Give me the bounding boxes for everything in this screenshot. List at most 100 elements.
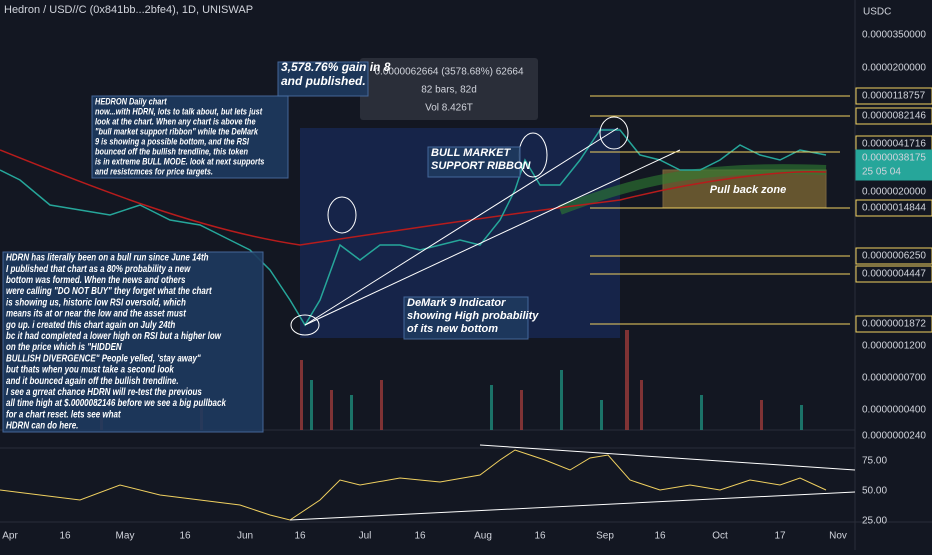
time-label: May: [116, 531, 135, 542]
time-label: 16: [294, 531, 306, 542]
price-label-box: [855, 315, 932, 333]
price-label: 0.0000020000: [862, 187, 926, 198]
rsi-trendline: [479, 444, 856, 471]
trendlines: [304, 127, 840, 326]
tooltip: [360, 58, 538, 120]
story-note-line: but thats when you must take a second lo…: [6, 364, 175, 375]
currency: USDC: [863, 7, 891, 18]
moving-average: [0, 149, 827, 246]
daily-note-line: bounced off the bullish trendline, this …: [95, 147, 248, 157]
story-note-line: bc it had completed a lower high on RSI …: [6, 330, 222, 341]
tooltip-bars: 82 bars, 82d: [421, 85, 477, 96]
price-label: 0.0000200000: [862, 63, 926, 74]
daily-note-line: now...with HDRN, lots to talk about, but…: [95, 107, 263, 117]
price-label: 0.0000001200: [862, 341, 926, 352]
story-note: HDRN has literally been on a bull run si…: [5, 252, 227, 431]
price-label: 0.0000350000: [862, 30, 926, 41]
price-label: 0.0000038175: [862, 153, 926, 164]
volume-bars-up: [310, 370, 803, 430]
story-note-line: bottom was formed. When the news and oth…: [6, 274, 185, 285]
story-note-line: were calling "DO NOT BUY" they forget wh…: [6, 285, 213, 296]
rsi-label: 75.00: [862, 456, 887, 467]
demark-note-box: [403, 296, 529, 340]
price-label: 0.0000006250: [862, 251, 926, 262]
story-note-line: and it bounced again off the bullish tre…: [6, 375, 179, 386]
story-note-line: I see a grreat chance HDRN will re-test …: [6, 386, 202, 397]
price-label: 0.0000000400: [862, 405, 926, 416]
story-note-line: means its at or near the low and the ass…: [6, 308, 187, 319]
price-label: 0.0000000240: [862, 431, 926, 442]
price-label-box: [855, 163, 932, 181]
rsi-trendline: [289, 491, 856, 521]
price-label: 25 05 04: [862, 167, 901, 178]
time-label: Sep: [596, 531, 614, 542]
ribbon-note-box: [427, 146, 521, 178]
level-lines: [590, 95, 850, 325]
daily-note-line: is in extreme BULL MODE. look at next su…: [95, 157, 265, 167]
time-label: 16: [534, 531, 546, 542]
time-label: 17: [774, 531, 786, 542]
price-label-box: [855, 107, 932, 125]
price-label: 0.0000118757: [862, 91, 926, 102]
time-label: 16: [59, 531, 71, 542]
time-label: Apr: [2, 531, 18, 542]
price-line: [0, 129, 827, 327]
price-label: 0.0000082146: [862, 111, 926, 122]
time-label: 16: [179, 531, 191, 542]
time-label: 16: [654, 531, 666, 542]
story-note-line: is showing us, historic low RSI oversold…: [6, 297, 186, 308]
story-note-line: BULLISH DIVERGENCE" People yelled, 'stay…: [6, 353, 201, 364]
gain-note-box: [277, 61, 369, 97]
story-note-line: go up. i created this chart again on Jul…: [5, 319, 176, 330]
time-label: Oct: [712, 531, 728, 542]
time-label: Jul: [359, 531, 372, 542]
price-label: 0.0000014844: [862, 203, 926, 214]
daily-note-line: HEDRON Daily chart: [95, 97, 168, 107]
rsi-line: [0, 449, 827, 521]
daily-note-line: look at the chart. When any chart is abo…: [95, 117, 256, 127]
price-label-box: [855, 199, 932, 217]
story-note-line: I published that chart as a 80% probabil…: [6, 263, 191, 274]
story-note-line: all time high at $.0000082146 before we …: [6, 397, 227, 408]
daily-note-line: 9 is showing a possible bottom, and the …: [95, 137, 250, 147]
time-label: 16: [414, 531, 426, 542]
ribbon-note-line: SUPPORT RIBBON: [431, 160, 531, 172]
rsi-label: 25.00: [862, 516, 887, 527]
story-note-box: [2, 251, 264, 433]
support-ribbon: [558, 164, 827, 215]
demark-note-line: DeMark 9 Indicator: [407, 297, 506, 309]
price-label-box: [855, 247, 932, 265]
time-label: Aug: [474, 531, 492, 542]
gain-note-line: 3,578.76% gain in 8: [281, 60, 391, 74]
price-label-box: [855, 265, 932, 283]
pullback-label: Pull back zone: [710, 184, 786, 196]
time-label: Nov: [829, 531, 847, 542]
demark-note-line: showing High probability: [407, 310, 539, 322]
story-note-line: for a chart reset. lets see what: [6, 409, 121, 420]
demark-note-line: of its new bottom: [407, 323, 498, 335]
daily-note-line: "bull market support ribbon" while the D…: [95, 127, 258, 137]
story-note-line: on the price which is "HIDDEN: [6, 341, 122, 352]
story-note-line: HDRN can do here.: [6, 420, 78, 431]
tooltip-volume: Vol 8.426T: [425, 103, 473, 114]
ribbon-note-line: BULL MARKET: [431, 147, 512, 159]
price-label: 0.0000001872: [862, 319, 926, 330]
daily-note-box: [91, 95, 289, 179]
gain-note-line: and published.: [281, 74, 366, 88]
price-label: 0.0000041716: [862, 139, 926, 150]
price-label: 0.0000004447: [862, 269, 926, 280]
time-label: Jun: [237, 531, 253, 542]
rsi-label: 50.00: [862, 486, 887, 497]
tooltip-range: 0.0000062664 (3578.68%) 62664: [374, 67, 523, 78]
symbol-title: Hedron / USD//C (0x841bb...2bfe4), 1D, U…: [4, 4, 253, 16]
story-note-line: HDRN has literally been on a bull run si…: [6, 252, 209, 263]
daily-note-line: and resistcmces for price targets.: [95, 167, 213, 177]
price-label-box: [855, 87, 932, 105]
price-label: 0.0000000700: [862, 373, 926, 384]
